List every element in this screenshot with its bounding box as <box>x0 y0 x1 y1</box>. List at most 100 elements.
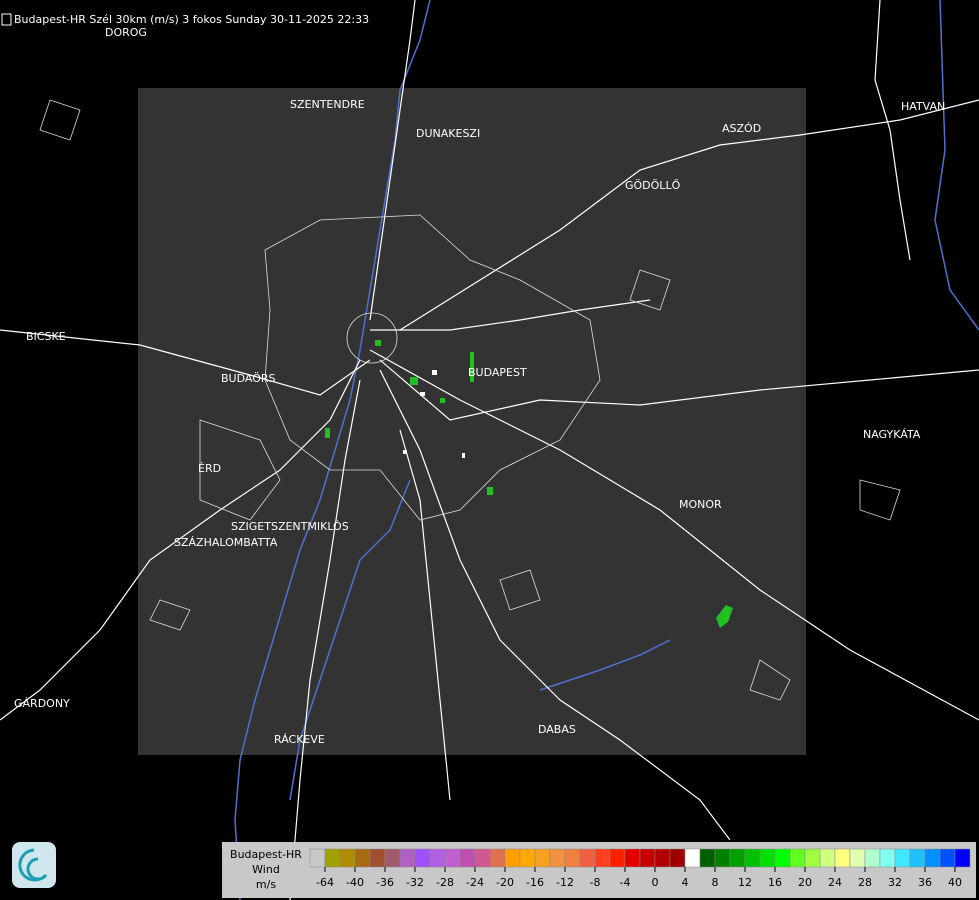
title: Budapest-HR Szél 30km (m/s) 3 fokos Sund… <box>14 13 369 26</box>
legend-swatch <box>924 848 941 868</box>
legend-swatch <box>609 848 626 868</box>
legend-tick-label: -40 <box>346 876 364 889</box>
legend-swatch <box>564 848 581 868</box>
place-labels: DOROG SZENTENDRE DUNAKESZI ASZÓD HATVAN GÖDÖL… <box>14 26 969 899</box>
river <box>934 0 979 331</box>
legend-swatch <box>909 848 926 868</box>
legend-tick-label: -64 <box>316 876 334 889</box>
road <box>399 429 451 801</box>
legend-tick-label: -28 <box>436 876 454 889</box>
legend-swatch <box>894 848 911 868</box>
legend-tick-label: 20 <box>798 876 812 889</box>
legend-swatch <box>624 848 641 868</box>
legend-tick-label: -16 <box>526 876 544 889</box>
legend-swatch <box>354 848 371 868</box>
legend-swatch <box>534 848 551 868</box>
place-label: GÖDÖLLŐ <box>625 178 681 192</box>
place-label: HATVAN <box>901 100 945 113</box>
road <box>379 369 731 841</box>
legend-swatch <box>639 848 656 868</box>
legend-swatch <box>789 848 806 868</box>
radar-coverage <box>138 88 806 755</box>
road <box>369 349 979 721</box>
legend-tick-label: 0 <box>652 876 659 889</box>
legend-swatch <box>684 848 701 868</box>
legend-tick-label: -36 <box>376 876 394 889</box>
legend-swatch <box>309 848 326 868</box>
road <box>289 379 361 900</box>
legend-swatch <box>744 848 761 868</box>
legend-swatch <box>504 848 521 868</box>
legend-swatch <box>489 848 506 868</box>
legend-swatch <box>429 848 446 868</box>
legend-title: m/s <box>256 878 276 891</box>
legend-swatch <box>579 848 596 868</box>
legend-swatch <box>444 848 461 868</box>
legend-swatch <box>369 848 386 868</box>
legend-tick-label: 40 <box>948 876 962 889</box>
legend-tick-label: 28 <box>858 876 872 889</box>
place-label: BUDAPEST <box>468 366 527 379</box>
menu-icon[interactable] <box>1 13 12 26</box>
legend-title: Wind <box>252 863 280 876</box>
river-danube-branch <box>289 479 411 801</box>
road <box>399 99 979 331</box>
place-label: SZENTENDRE <box>290 98 365 111</box>
logo <box>12 842 56 888</box>
legend-swatch <box>414 848 431 868</box>
legend-tick-label: 16 <box>768 876 782 889</box>
district-border <box>199 419 281 521</box>
place-label: BICSKE <box>26 330 66 343</box>
road <box>0 359 361 721</box>
road <box>379 359 979 421</box>
place-label: MONOR <box>679 498 722 511</box>
legend-swatch <box>849 848 866 868</box>
legend-tick-label: 12 <box>738 876 752 889</box>
legend-swatch <box>384 848 401 868</box>
legend-swatch <box>399 848 416 868</box>
legend-swatch <box>804 848 821 868</box>
legend-swatch <box>654 848 671 868</box>
road <box>874 0 911 261</box>
legend-tick-label: 8 <box>712 876 719 889</box>
place-label: DOROG <box>105 26 147 39</box>
legend-swatch <box>459 848 476 868</box>
place-label: DUNAKESZI <box>416 127 480 140</box>
city-ring <box>346 312 398 364</box>
radar-echo-white <box>403 370 465 458</box>
legend-tick-label: -8 <box>590 876 601 889</box>
legend-swatch <box>939 848 956 868</box>
district-border <box>264 214 601 521</box>
place-label: NAGYKÁTA <box>863 428 921 441</box>
legend-tick-label: -12 <box>556 876 574 889</box>
legend-tick-label: -32 <box>406 876 424 889</box>
legend-tick-label: -24 <box>466 876 484 889</box>
legend-swatch <box>594 848 611 868</box>
legend-tick-label: 24 <box>828 876 842 889</box>
legend-swatch <box>834 848 851 868</box>
place-label: RÁCKEVE <box>274 733 325 746</box>
place-label: BUDAÖRS <box>221 372 276 385</box>
road <box>369 0 416 321</box>
legend-swatch <box>879 848 896 868</box>
legend-swatch <box>729 848 746 868</box>
legend-swatch <box>699 848 716 868</box>
place-label: DABAS <box>538 723 576 736</box>
legend-swatch <box>759 848 776 868</box>
legend-swatch <box>669 848 686 868</box>
place-label: SZÁZHALOMBATTA <box>174 536 278 549</box>
place-label: SZIGETSZENTMIKLÓS <box>231 520 349 533</box>
place-label: GÁRDONY <box>14 697 70 710</box>
place-label: ASZÓD <box>722 122 761 135</box>
legend-tick-label: 32 <box>888 876 902 889</box>
legend-swatch <box>474 848 491 868</box>
legend-title: Budapest-HR <box>230 848 302 861</box>
legend-swatch <box>324 848 341 868</box>
legend-tick-label: 36 <box>918 876 932 889</box>
district-border <box>39 99 901 701</box>
river-danube <box>234 0 431 900</box>
legend-swatch <box>549 848 566 868</box>
